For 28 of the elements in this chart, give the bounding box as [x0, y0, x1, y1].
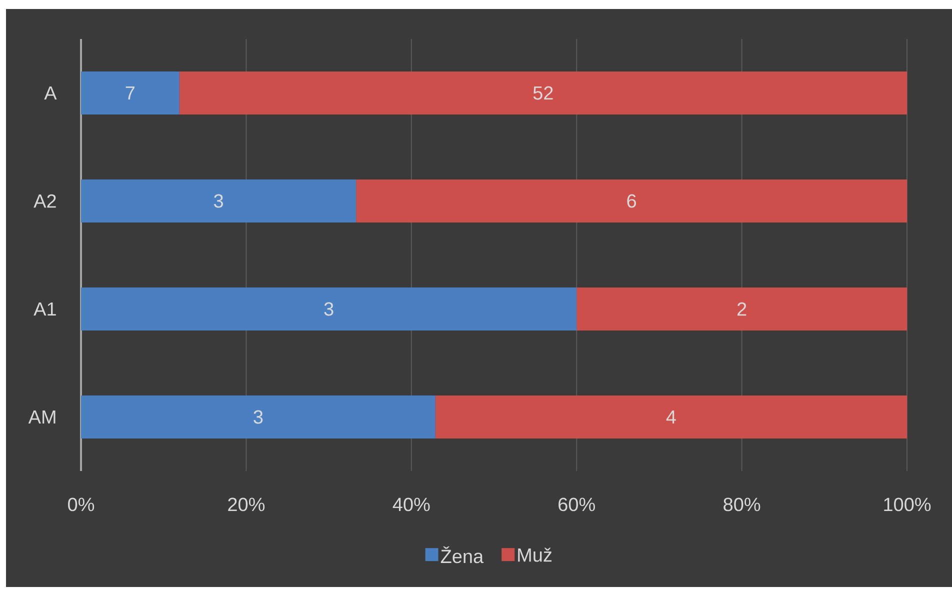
annotation: 3 [254, 410, 263, 424]
bar [81, 179, 356, 222]
x-tick-label: 80% [724, 498, 760, 512]
y-tick-label: A2 [34, 194, 56, 208]
x-tick-label: 20% [228, 498, 265, 512]
y-tick-label: AM [28, 410, 56, 424]
annotation: 3 [214, 194, 223, 208]
annotation: 52 [533, 86, 553, 100]
bar [81, 287, 577, 330]
bar [576, 287, 908, 330]
annotation: 4 [666, 410, 676, 424]
annotation: 3 [324, 302, 334, 316]
legend-label: Muž [518, 548, 552, 562]
y-tick-label: A1 [34, 302, 56, 316]
x-tick-label: 0% [68, 498, 94, 512]
y-tick-label: A [44, 86, 57, 100]
legend-label: Žena [440, 546, 484, 564]
bar [179, 71, 908, 114]
x-tick-label: 100% [884, 498, 931, 512]
bar [81, 395, 436, 438]
annotation: 7 [126, 86, 134, 100]
x-tick-label: 40% [392, 498, 430, 512]
annotation: 6 [627, 194, 636, 208]
bar [81, 71, 180, 114]
bar [435, 395, 908, 438]
x-tick-label: 60% [558, 498, 595, 512]
annotation: 2 [737, 302, 746, 316]
bar [356, 179, 908, 222]
